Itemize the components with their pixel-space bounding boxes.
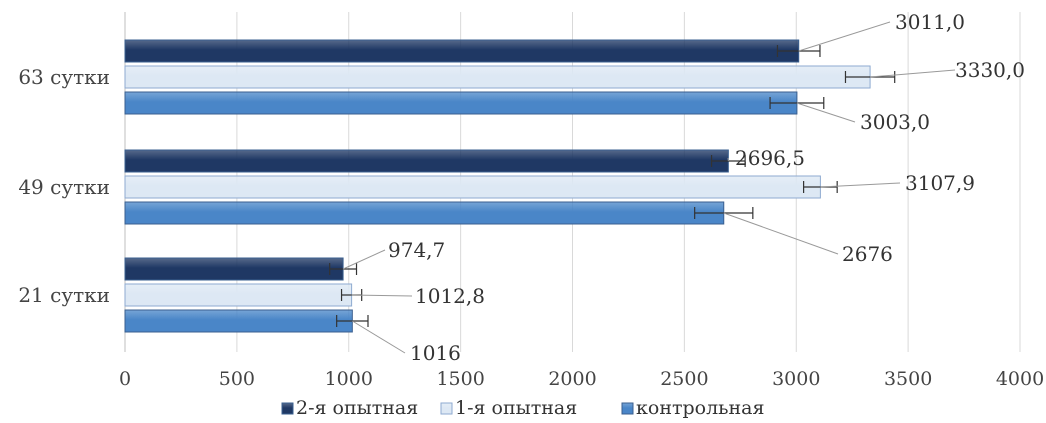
bar — [124, 283, 353, 307]
data-label: 3011,0 — [895, 10, 965, 34]
y-category-label: 63 сутки — [18, 65, 110, 89]
bar — [124, 201, 725, 225]
legend-swatch — [440, 402, 453, 415]
x-tick-label: 0 — [119, 368, 131, 390]
leader-line — [798, 21, 891, 52]
x-tick-label: 3500 — [884, 368, 932, 390]
x-tick-label: 2500 — [660, 368, 708, 390]
bar — [124, 149, 729, 173]
bar — [124, 91, 798, 115]
leader-line — [723, 212, 839, 255]
legend-label: 1-я опытная — [455, 397, 577, 419]
bar — [124, 257, 344, 281]
y-category-label: 49 сутки — [18, 175, 110, 199]
legend-swatch — [281, 402, 294, 415]
x-tick-label: 2000 — [548, 368, 596, 390]
leader-line — [342, 249, 386, 270]
data-label: 3330,0 — [955, 58, 1025, 82]
legend-label: контрольная — [636, 397, 764, 419]
data-label: 2696,5 — [735, 146, 805, 170]
legend-label: 2-я опытная — [296, 397, 418, 419]
bar — [124, 309, 353, 333]
data-label: 1016 — [410, 341, 461, 365]
data-label: 2676 — [842, 242, 893, 266]
x-tick-label: 1500 — [436, 368, 484, 390]
bar — [124, 65, 871, 89]
legend-swatch — [621, 402, 634, 415]
bar — [124, 39, 800, 63]
x-tick-label: 1000 — [325, 368, 373, 390]
leader-line — [796, 102, 856, 123]
x-tick-label: 3000 — [772, 368, 820, 390]
leader-line — [870, 69, 956, 78]
bar — [124, 175, 821, 199]
leader-line — [351, 294, 413, 297]
data-label: 1012,8 — [415, 284, 485, 308]
data-label: 974,7 — [388, 238, 445, 262]
y-category-label: 21 сутки — [18, 283, 110, 307]
x-tick-label: 4000 — [996, 368, 1044, 390]
x-tick-label: 500 — [219, 368, 255, 390]
leader-line — [820, 182, 901, 188]
leader-line — [352, 320, 406, 354]
data-label: 3107,9 — [905, 171, 975, 195]
data-label: 3003,0 — [860, 110, 930, 134]
